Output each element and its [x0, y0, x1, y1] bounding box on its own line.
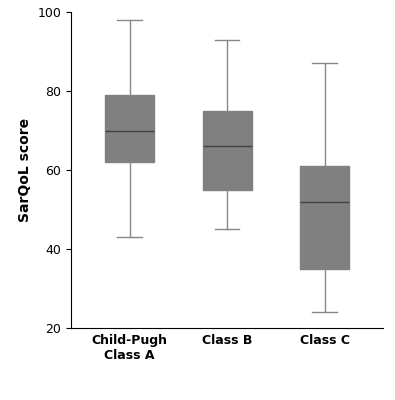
PathPatch shape [105, 95, 154, 162]
PathPatch shape [203, 111, 252, 190]
Y-axis label: SarQoL score: SarQoL score [18, 118, 32, 222]
PathPatch shape [300, 166, 349, 269]
